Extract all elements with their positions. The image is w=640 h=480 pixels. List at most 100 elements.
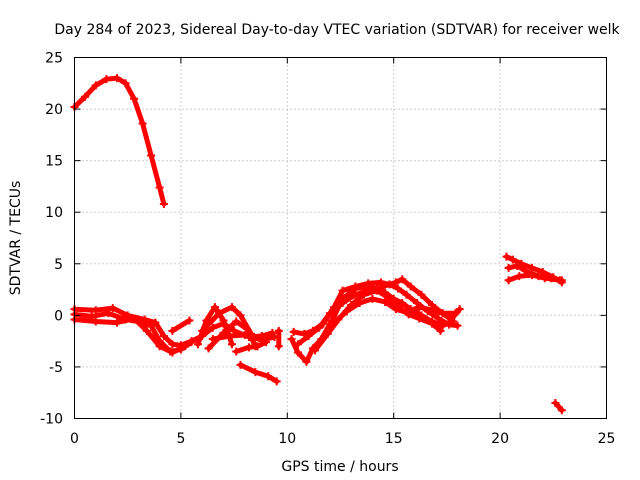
x-tick-label: 25: [598, 431, 616, 447]
data-point: [355, 298, 364, 307]
data-point: [244, 343, 253, 352]
data-point: [310, 346, 319, 355]
data-point: [185, 316, 194, 325]
data-point: [415, 303, 424, 312]
data-point: [210, 303, 219, 312]
gridlines: [74, 57, 607, 419]
data-point: [159, 331, 168, 340]
data-point: [151, 318, 160, 327]
y-tick-label: -10: [40, 412, 63, 428]
data-point: [451, 309, 460, 318]
data-point: [325, 309, 334, 318]
data-point: [168, 348, 177, 357]
data-point: [225, 331, 234, 340]
data-point: [113, 74, 122, 83]
data-point: [215, 309, 224, 318]
data-point: [515, 272, 524, 281]
data-point: [293, 348, 302, 357]
data-point: [338, 286, 347, 295]
series-arc-3a: [169, 318, 192, 334]
data-point: [528, 271, 537, 280]
data-point: [104, 309, 113, 318]
data-point: [232, 317, 241, 326]
data-point: [513, 261, 522, 270]
data-point: [379, 282, 388, 291]
data-point: [102, 75, 111, 84]
data-point: [219, 316, 228, 325]
data-point: [351, 290, 360, 299]
data-point: [91, 81, 100, 90]
y-tick-label: 20: [45, 102, 63, 118]
data-point: [445, 320, 454, 329]
data-point: [417, 290, 426, 299]
data-point: [315, 323, 324, 332]
data-point: [364, 279, 373, 288]
data-point: [272, 377, 281, 386]
data-point: [130, 314, 139, 323]
data-point: [181, 342, 190, 351]
data-point: [402, 308, 411, 317]
data-point: [428, 306, 437, 315]
y-tick-label: -5: [49, 360, 63, 376]
x-axis-label: GPS time / hours: [281, 459, 398, 475]
y-tick-label: 10: [45, 205, 63, 221]
data-point: [323, 329, 332, 338]
data-point: [91, 317, 100, 326]
data-point: [504, 276, 513, 285]
data-point: [330, 318, 339, 327]
data-point: [91, 306, 100, 315]
data-point: [428, 319, 437, 328]
data-point: [138, 119, 147, 128]
series-arc-4: [238, 362, 280, 384]
data-point: [359, 290, 368, 299]
data-point: [391, 278, 400, 287]
data-point: [232, 347, 241, 356]
data-point: [187, 338, 196, 347]
x-tick-label: 5: [176, 431, 185, 447]
data-point: [227, 340, 236, 349]
series-arc-7: [552, 400, 565, 413]
data-point: [551, 399, 560, 408]
x-tick-label: 20: [491, 431, 509, 447]
data-point: [121, 79, 130, 88]
data-point: [113, 318, 122, 327]
data-point: [540, 274, 549, 283]
y-tick-label: 25: [45, 51, 63, 67]
data-point: [253, 342, 262, 351]
data-point: [528, 263, 537, 272]
data-point: [242, 324, 251, 333]
data-point: [204, 344, 213, 353]
y-tick-label: 0: [54, 308, 63, 324]
data-point: [434, 314, 443, 323]
data-point: [208, 335, 217, 344]
x-axis-ticks: 0 5 10 15 20 25: [70, 57, 616, 447]
data-point: [155, 183, 164, 192]
data-point: [381, 297, 390, 306]
data-point: [502, 252, 511, 261]
data-point: [236, 360, 245, 369]
data-point: [287, 335, 296, 344]
data-point: [557, 406, 566, 415]
data-point: [108, 304, 117, 313]
data-point: [415, 314, 424, 323]
data-point: [368, 294, 377, 303]
data-point: [342, 307, 351, 316]
y-axis-label: SDTVAR / TECUs: [8, 181, 24, 296]
data-point: [227, 303, 236, 312]
data-point: [391, 305, 400, 314]
data-point: [251, 368, 260, 377]
data-point: [438, 309, 447, 318]
data-point: [351, 282, 360, 291]
y-axis-ticks: -10 -5 0 5 10 15 20 25: [40, 51, 607, 428]
data-point: [453, 321, 462, 330]
data-point: [198, 326, 207, 335]
data-point: [130, 94, 139, 103]
data-point: [398, 298, 407, 307]
y-tick-label: 15: [45, 154, 63, 170]
data-point: [208, 323, 217, 332]
data-point: [504, 263, 513, 272]
data-series-layer: [70, 74, 566, 415]
chart-title: Day 284 of 2023, Sidereal Day-to-day VTE…: [54, 22, 620, 38]
data-point: [193, 340, 202, 349]
data-point: [447, 315, 456, 324]
